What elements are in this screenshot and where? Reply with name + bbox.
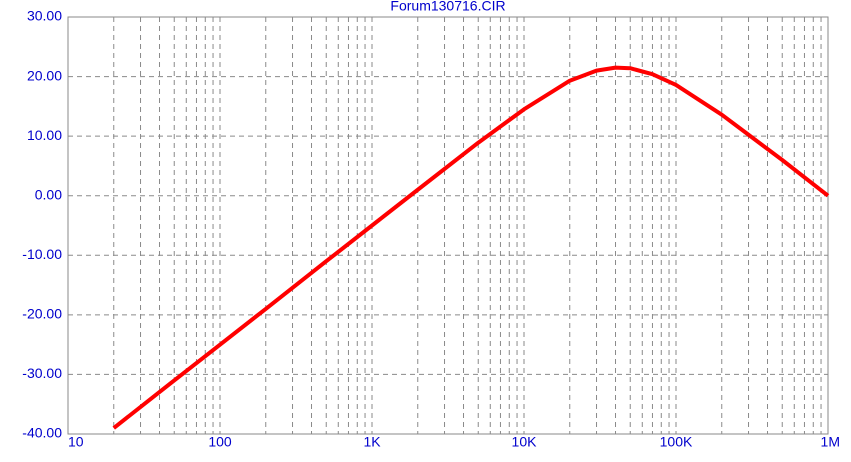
x-tick-label: 100K [660,434,693,450]
y-tick-label: -10.00 [22,246,62,262]
y-tick-label: 30.00 [27,8,62,24]
x-tick-label: 10K [512,434,538,450]
y-tick-label: 0.00 [35,186,62,202]
y-tick-label: -20.00 [22,306,62,322]
y-tick-label: 10.00 [27,127,62,143]
x-tick-label: 10 [68,434,84,450]
x-tick-label: 1M [821,434,840,450]
y-tick-label: -30.00 [22,365,62,381]
y-tick-label: -40.00 [22,425,62,441]
plot-border [67,16,829,435]
y-tick-label: 20.00 [27,67,62,83]
x-tick-label: 1K [363,434,381,450]
x-tick-label: 100 [208,434,232,450]
chart-title: Forum130716.CIR [390,0,505,14]
data-line [112,65,830,430]
